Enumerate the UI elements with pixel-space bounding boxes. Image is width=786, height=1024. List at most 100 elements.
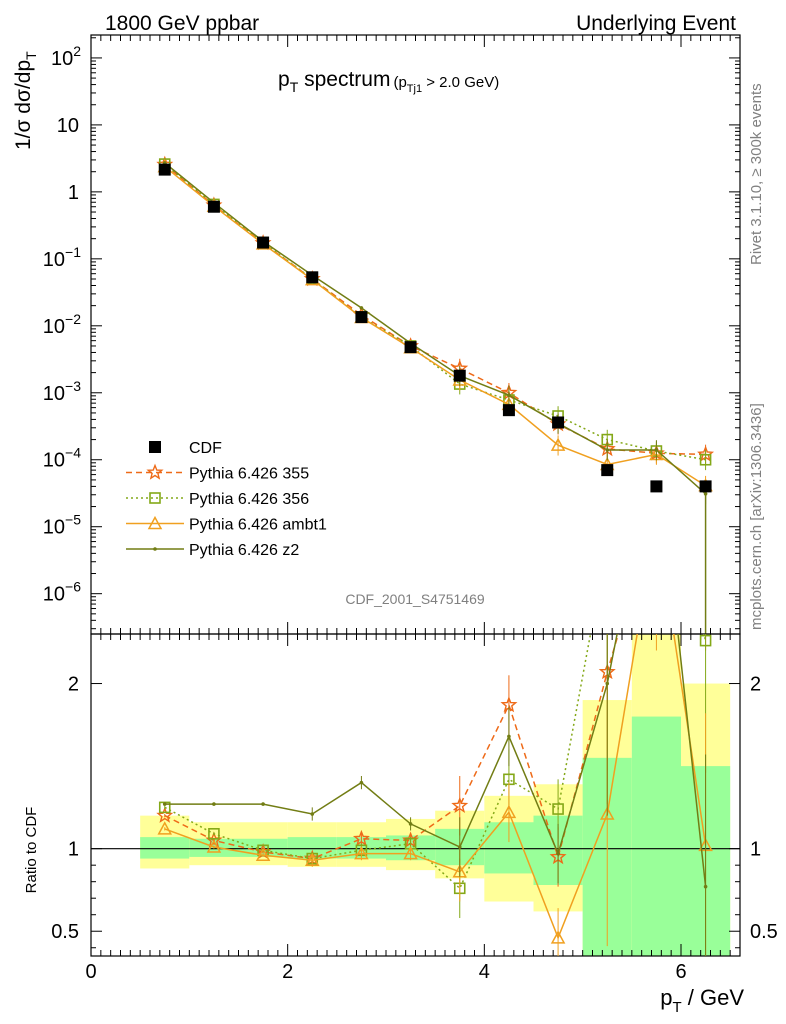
main-marker-ambt1 (550, 437, 566, 451)
main-title: pT spectrum (pTj1 > 2.0 GeV) (278, 68, 499, 95)
ratio-marker-ambt1 (304, 852, 320, 866)
main-marker-z2 (507, 393, 511, 397)
legend-item-cdf: CDF (149, 440, 222, 457)
cdf-data-point (502, 404, 515, 417)
legend-label-z2: Pythia 6.426 z2 (189, 542, 299, 559)
main-marker-z2 (605, 448, 610, 452)
ratio-marker-z2 (605, 681, 610, 686)
band-inner-3 (287, 837, 337, 859)
main-series-p355 (156, 155, 715, 465)
x-axis-label: pT / GeV (660, 985, 744, 1016)
ratio-y-axis-label: Ratio to CDF (23, 807, 40, 894)
rivet-version-label: Rivet 3.1.10, ≥ 300k events (748, 83, 765, 265)
legend-label-p356: Pythia 6.426 356 (189, 491, 309, 508)
ratio-y-tick-label-right: 1 (750, 839, 761, 861)
main-marker-z2 (654, 448, 659, 452)
main-line-ambt1 (164, 166, 707, 487)
legend-item-p356: Pythia 6.426 356 (126, 491, 309, 508)
cdf-data-point (404, 341, 417, 354)
legend-item-ambt1: Pythia 6.426 ambt1 (126, 515, 327, 534)
main-y-axis-label: 1/σ dσ/dpT (12, 51, 39, 150)
cdf-data-point (552, 416, 565, 429)
main-y-tick-label: 10−4 (43, 445, 81, 472)
main-y-tick-label: 1 (68, 182, 79, 204)
main-series-z2 (162, 161, 708, 505)
x-tick-label: 6 (675, 961, 686, 983)
main-marker-p356 (699, 453, 712, 466)
ratio-marker-ambt1 (550, 930, 566, 944)
ratio-marker-ambt1 (599, 806, 615, 820)
cdf-data-point (158, 163, 171, 176)
ratio-y-tick-label-left: 0.5 (51, 921, 79, 943)
legend-label-p355: Pythia 6.426 355 (189, 466, 309, 483)
x-tick-label: 0 (85, 961, 96, 983)
ratio-marker-z2 (457, 845, 462, 849)
ratio-marker-ambt1 (354, 846, 369, 860)
cdf-data-point (207, 200, 220, 213)
main-y-tick-label: 10−6 (43, 579, 81, 606)
ratio-marker-p356 (208, 828, 220, 840)
header-left: 1800 GeV ppbar (105, 12, 259, 35)
ratio-y-tick-label-left: 2 (68, 674, 79, 696)
ratio-marker-ambt1 (157, 821, 173, 835)
ratio-marker-z2 (261, 802, 265, 806)
main-axes: 102 10 1 10−1 10−2 10−3 10−4 10−5 10−6 (43, 34, 741, 635)
ratio-marker-z2 (556, 851, 560, 856)
ratio-marker-z2 (359, 780, 364, 785)
main-y-tick-label: 10−2 (43, 311, 81, 338)
cdf-data-point (306, 271, 319, 284)
ratio-marker-ambt1 (452, 864, 468, 878)
main-series-p356 (158, 158, 712, 471)
ratio-y-tick-label-right: 2 (750, 674, 761, 696)
main-line-p355 (164, 164, 706, 456)
main-y-tick-label: 10 (57, 115, 79, 137)
ratio-marker-p355 (352, 829, 370, 846)
analysis-label: CDF_2001_S4751469 (345, 591, 485, 607)
ratio-marker-z2 (162, 802, 167, 806)
ratio-marker-z2 (310, 812, 315, 816)
legend-item-z2: Pythia 6.426 z2 (126, 542, 299, 559)
cdf-data-point (453, 369, 466, 382)
ratio-axes: 0.5 0.5 1 1 2 2 0 2 4 6 (51, 633, 778, 983)
ratio-line-p356 (164, 634, 707, 890)
main-y-tick-label: 10−1 (43, 244, 81, 271)
x-tick-label: 4 (479, 961, 490, 983)
main-series-cdf (158, 163, 712, 493)
ratio-marker-z2 (408, 822, 413, 826)
band-inner-10 (631, 716, 681, 956)
legend: CDF Pythia 6.426 355 Pythia 6.426 356 Pythi… (126, 440, 327, 559)
legend-marker-cdf (149, 441, 161, 453)
ratio-marker-ambt1 (403, 846, 418, 860)
main-series-ambt1 (157, 159, 713, 497)
cdf-data-point (355, 311, 368, 324)
x-tick-label: 2 (282, 961, 293, 983)
ratio-marker-z2 (212, 802, 216, 806)
ratio-marker-p356 (552, 803, 564, 815)
ratio-marker-ambt1 (501, 804, 517, 819)
mcplots-label: mcplots.cern.ch [arXiv:1306.3436] (748, 403, 765, 630)
header-right: Underlying Event (576, 12, 736, 35)
legend-marker-z2 (153, 547, 157, 551)
ratio-series-z2 (162, 634, 708, 956)
cdf-data-point (257, 236, 270, 249)
ratio-marker-z2 (703, 884, 708, 889)
main-line-z2 (164, 162, 707, 495)
band-inner-0 (140, 837, 190, 859)
main-series (156, 155, 715, 634)
legend-label-cdf: CDF (189, 440, 222, 457)
ratio-uncertainty-bands (140, 634, 731, 956)
ratio-marker-ambt1 (206, 839, 222, 853)
ratio-line-ambt1 (164, 634, 707, 940)
cdf-data-point (650, 480, 663, 493)
ratio-marker-z2 (507, 734, 511, 739)
legend-marker-ambt1 (147, 515, 163, 530)
ratio-marker-p355 (451, 796, 469, 814)
main-y-tick-label: 102 (51, 43, 81, 70)
ratio-marker-p355 (156, 806, 174, 823)
legend-item-p355: Pythia 6.426 355 (126, 463, 309, 483)
cdf-data-point (699, 480, 712, 493)
main-y-tick-label: 10−5 (43, 512, 81, 539)
ratio-series (156, 634, 713, 956)
ratio-marker-ambt1 (255, 847, 271, 862)
